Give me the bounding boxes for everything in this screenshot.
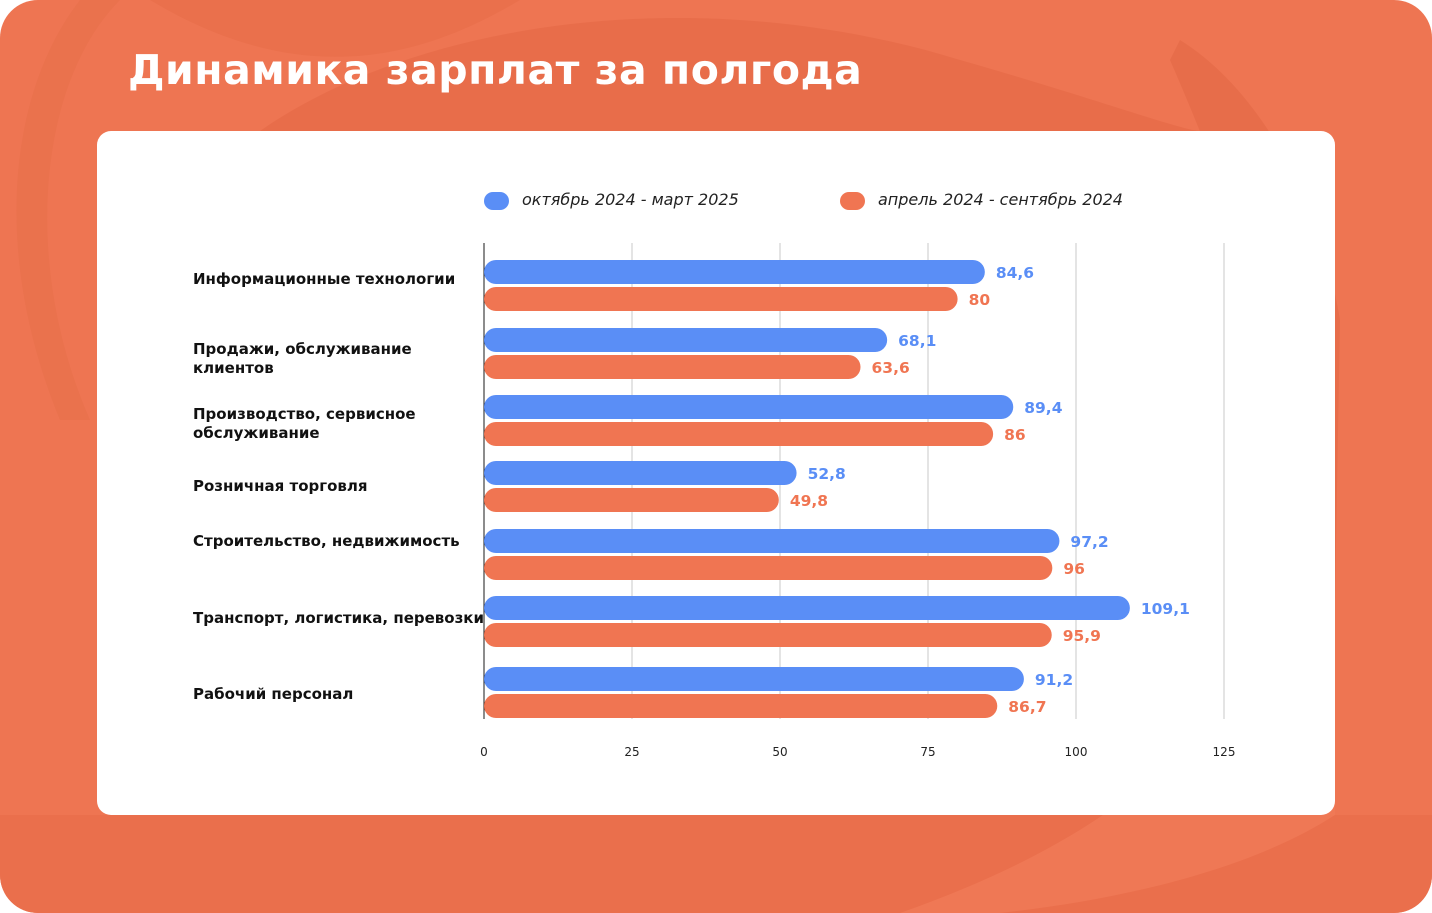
bar-value-label: 89,4 bbox=[1024, 399, 1062, 417]
bar-previous-period bbox=[484, 623, 1052, 647]
bar-value-label: 86 bbox=[1004, 426, 1026, 444]
category-label: Продажи, обслуживание клиентов bbox=[193, 340, 412, 377]
legend-label-series-1: октябрь 2024 - март 2025 bbox=[522, 190, 739, 209]
page-title: Динамика зарплат за полгода bbox=[128, 46, 863, 94]
category-label: Розничная торговля bbox=[193, 477, 368, 495]
bar-value-label: 109,1 bbox=[1141, 600, 1190, 618]
bar-value-label: 95,9 bbox=[1063, 627, 1101, 645]
category-label: Строительство, недвижимость bbox=[193, 532, 460, 550]
chart-card: октябрь 2024 - март 2025 апрель 2024 - с… bbox=[97, 131, 1335, 815]
bar-previous-period bbox=[484, 422, 994, 446]
category-label: Информационные технологии bbox=[193, 270, 456, 288]
category-label: Производство, сервисное обслуживание bbox=[193, 405, 416, 442]
bar-current-period bbox=[484, 529, 1060, 553]
bar-value-label: 49,8 bbox=[790, 492, 828, 510]
bar-value-label: 63,6 bbox=[872, 359, 910, 377]
bar-current-period bbox=[484, 461, 797, 485]
x-tick-label: 100 bbox=[1065, 745, 1088, 759]
bar-value-label: 80 bbox=[969, 291, 991, 309]
x-tick-label: 75 bbox=[920, 745, 935, 759]
bar-current-period bbox=[484, 328, 888, 352]
legend-label-series-2: апрель 2024 - сентябрь 2024 bbox=[878, 190, 1123, 209]
bar-current-period bbox=[484, 260, 985, 284]
bar-previous-period bbox=[484, 488, 779, 512]
bar-previous-period bbox=[484, 355, 861, 379]
bar-current-period bbox=[484, 667, 1024, 691]
bar-current-period bbox=[484, 596, 1130, 620]
category-label: Рабочий персонал bbox=[193, 685, 354, 703]
bar-previous-period bbox=[484, 556, 1053, 580]
x-tick-label: 0 bbox=[480, 745, 488, 759]
bar-value-label: 96 bbox=[1063, 560, 1085, 578]
bar-current-period bbox=[484, 395, 1014, 419]
x-tick-label: 25 bbox=[624, 745, 639, 759]
bar-value-label: 52,8 bbox=[808, 465, 846, 483]
x-tick-label: 125 bbox=[1213, 745, 1236, 759]
bar-value-label: 91,2 bbox=[1035, 671, 1073, 689]
bar-value-label: 86,7 bbox=[1008, 698, 1046, 716]
bar-value-label: 97,2 bbox=[1070, 533, 1108, 551]
bar-value-label: 84,6 bbox=[996, 264, 1034, 282]
bar-chart: 0 25 50 75 100 125 84,6 80 68,1 63,6 89,4 86 52,8 49,… bbox=[480, 243, 1236, 759]
bar-previous-period bbox=[484, 694, 998, 718]
legend-swatch-series-2 bbox=[840, 192, 865, 210]
bar-previous-period bbox=[484, 287, 958, 311]
x-tick-label: 50 bbox=[772, 745, 787, 759]
category-label: Транспорт, логистика, перевозки bbox=[193, 609, 484, 627]
bar-value-label: 68,1 bbox=[898, 332, 936, 350]
legend-swatch-series-1 bbox=[484, 192, 509, 210]
